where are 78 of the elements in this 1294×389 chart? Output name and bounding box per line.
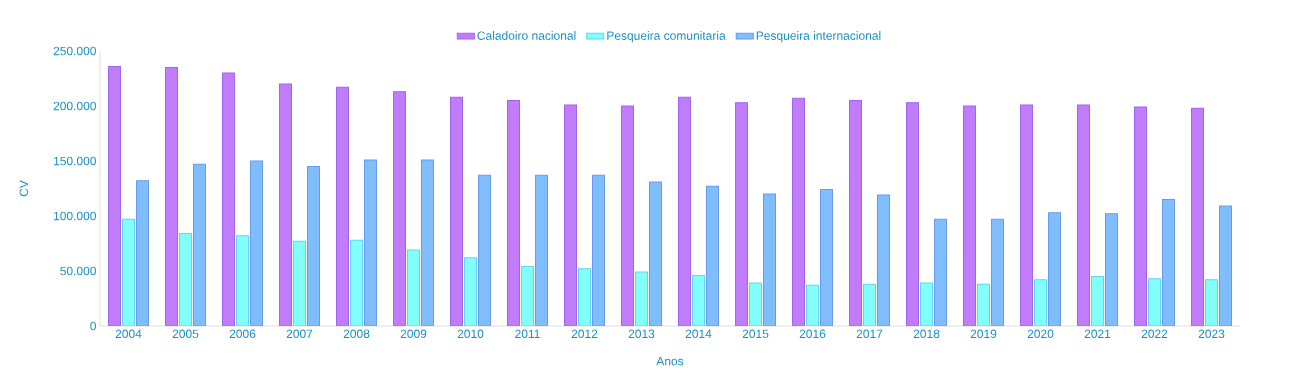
bar xyxy=(734,102,748,326)
bar xyxy=(1104,213,1118,326)
y-tick-label: 250.000 xyxy=(53,46,96,56)
bar xyxy=(564,104,577,326)
x-tick-label: 2004 xyxy=(115,329,142,339)
bar xyxy=(820,189,833,326)
x-tick-label: 2018 xyxy=(913,329,940,339)
x-tick-label: 2023 xyxy=(1198,329,1225,339)
y-tick-label: 100.000 xyxy=(54,211,96,221)
bar xyxy=(165,67,178,326)
bar xyxy=(848,100,862,326)
bar xyxy=(478,174,491,326)
bar xyxy=(350,239,363,326)
bar xyxy=(990,218,1004,326)
bar xyxy=(464,257,477,326)
x-tick-label: 2020 xyxy=(1027,329,1054,339)
x-axis-title: Anos xyxy=(656,357,684,366)
bar xyxy=(193,163,206,326)
y-tick-label: 200.000 xyxy=(53,101,96,111)
bar xyxy=(1161,199,1175,326)
bar xyxy=(706,185,719,326)
y-tick-label: 0 xyxy=(90,321,97,331)
bar xyxy=(592,174,605,326)
bar xyxy=(763,193,776,326)
bar xyxy=(393,91,406,326)
bar xyxy=(906,102,919,326)
bar xyxy=(876,194,890,326)
x-tick-label: 2014 xyxy=(685,329,712,339)
legend-label: Pesqueira comunitaria xyxy=(607,31,726,43)
bar xyxy=(1047,212,1061,326)
bar xyxy=(678,96,691,326)
x-tick-label: 2010 xyxy=(457,329,484,339)
bar xyxy=(250,160,263,326)
x-tick-label: 2007 xyxy=(286,329,313,339)
bar xyxy=(1019,104,1033,326)
bar xyxy=(293,240,306,326)
x-tick-label: 2012 xyxy=(571,329,598,339)
bar xyxy=(307,166,320,326)
bar xyxy=(450,96,463,326)
bar xyxy=(649,181,662,326)
y-tick-label: 150.000 xyxy=(54,156,96,166)
bar xyxy=(179,233,192,326)
bar xyxy=(792,97,805,326)
bar xyxy=(621,105,634,326)
y-tick-label: 50.000 xyxy=(60,266,96,276)
bar xyxy=(236,235,249,326)
bar xyxy=(933,218,947,326)
x-tick-label: 2006 xyxy=(229,329,256,339)
x-tick-label: 2013 xyxy=(628,329,655,339)
bar xyxy=(222,72,235,326)
x-tick-label: 2009 xyxy=(400,329,427,339)
x-tick-label: 2021 xyxy=(1084,329,1111,339)
y-axis-title: CV xyxy=(19,180,29,197)
bar xyxy=(122,218,135,326)
x-tick-label: 2016 xyxy=(799,329,826,339)
bar xyxy=(364,159,377,326)
bar xyxy=(578,268,591,326)
bar xyxy=(336,86,349,326)
bar xyxy=(279,83,292,326)
legend-label: Caladoiro nacional xyxy=(477,31,576,40)
bar xyxy=(1076,104,1090,326)
bar xyxy=(1133,106,1147,326)
x-tick-label: 2017 xyxy=(856,329,883,339)
x-tick-label: 2015 xyxy=(742,329,769,339)
bar xyxy=(421,159,434,326)
bar xyxy=(1218,205,1232,326)
x-tick-label: 2005 xyxy=(172,329,199,339)
bar xyxy=(962,105,976,326)
x-tick-label: 2019 xyxy=(970,329,997,339)
x-tick-label: 2011 xyxy=(515,329,540,339)
bar xyxy=(1190,107,1204,326)
x-tick-label: 2008 xyxy=(343,329,370,339)
bar xyxy=(507,100,520,326)
bar xyxy=(535,174,548,326)
legend-label: Pesqueira internacional xyxy=(756,31,881,43)
bar xyxy=(136,180,149,326)
x-tick-label: 2022 xyxy=(1141,329,1168,339)
bar xyxy=(108,65,121,326)
